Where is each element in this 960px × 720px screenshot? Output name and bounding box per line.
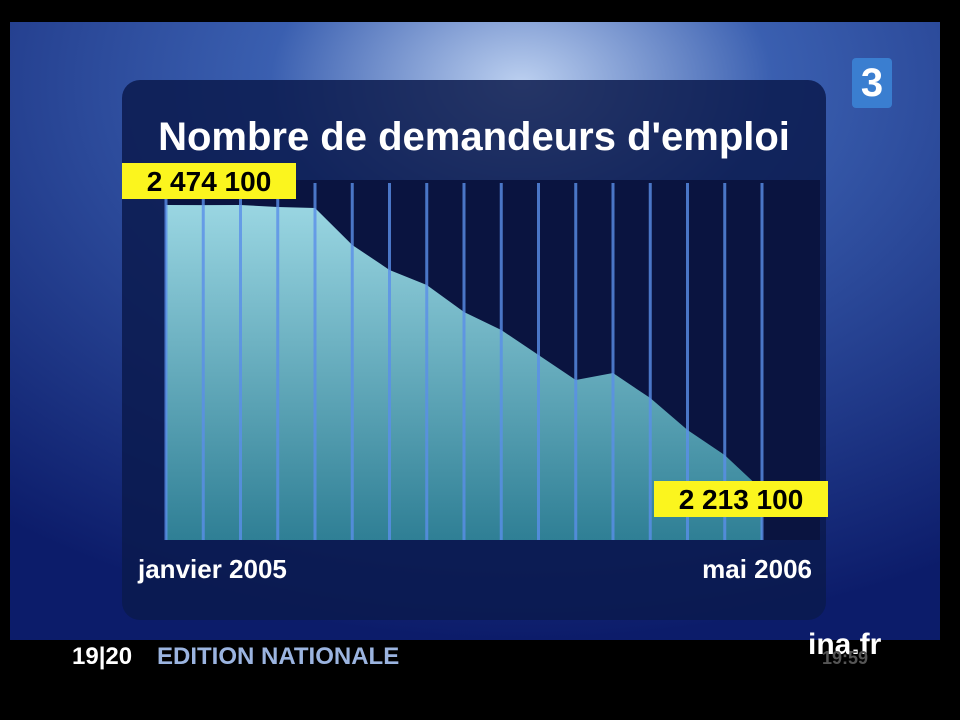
clock: 19:59 [822, 648, 868, 668]
channel-number: 3 [861, 61, 883, 105]
value-label-box [654, 481, 828, 517]
edition-name: EDITION NATIONALE [157, 643, 399, 670]
x-tick-label: janvier 2005 [137, 554, 287, 584]
chart-title: Nombre de demandeurs d'emploi [158, 115, 790, 159]
watermark: ina.fr [808, 628, 882, 661]
value-label: 2 474 100 [147, 166, 272, 197]
channel-logo [852, 58, 892, 108]
value-label-box [122, 163, 296, 199]
value-label: 2 213 100 [679, 484, 804, 515]
program-name: 19|20 [72, 643, 132, 670]
x-tick-label: mai 2006 [702, 554, 812, 584]
